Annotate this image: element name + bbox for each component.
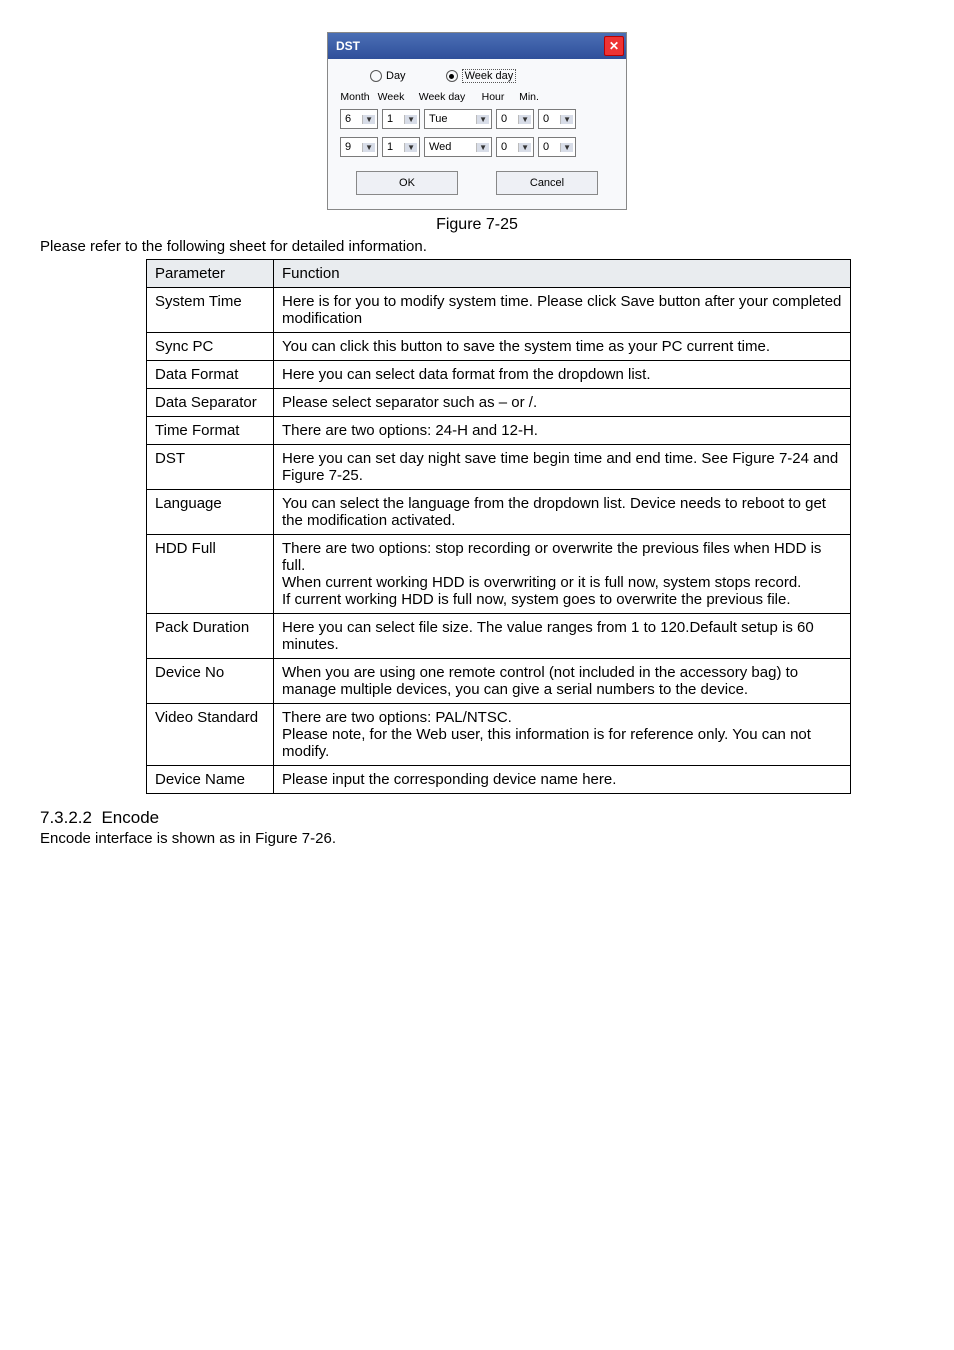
chevron-down-icon: ▼ [476, 115, 489, 124]
close-icon[interactable]: ✕ [604, 36, 624, 56]
th-parameter: Parameter [147, 260, 274, 288]
select-week[interactable]: 1▼ [382, 137, 420, 157]
radio-icon [446, 70, 458, 82]
table-row: Sync PCYou can click this button to save… [147, 333, 851, 361]
hdr-hour: Hour [478, 91, 508, 103]
hdr-min: Min. [514, 91, 544, 103]
cell-parameter: DST [147, 445, 274, 490]
cell-parameter: Device Name [147, 766, 274, 794]
select-value: 0 [501, 113, 507, 125]
select-week[interactable]: 1▼ [382, 109, 420, 129]
table-row: Data FormatHere you can select data form… [147, 361, 851, 389]
dst-row: 6▼1▼Tue▼0▼0▼ [340, 109, 614, 129]
cell-function: Here you can set day night save time beg… [274, 445, 851, 490]
select-value: 0 [543, 141, 549, 153]
table-row: DSTHere you can set day night save time … [147, 445, 851, 490]
select-hour[interactable]: 0▼ [496, 109, 534, 129]
select-month[interactable]: 9▼ [340, 137, 378, 157]
chevron-down-icon: ▼ [518, 143, 531, 152]
select-min[interactable]: 0▼ [538, 109, 576, 129]
select-month[interactable]: 6▼ [340, 109, 378, 129]
lead-text: Please refer to the following sheet for … [40, 238, 914, 255]
radio-weekday[interactable]: Week day [446, 69, 517, 83]
table-row: Time FormatThere are two options: 24-H a… [147, 417, 851, 445]
chevron-down-icon: ▼ [560, 115, 573, 124]
dialog-body: Day Week day Month Week Week day Hour Mi… [328, 59, 626, 209]
chevron-down-icon: ▼ [404, 115, 417, 124]
radio-day[interactable]: Day [370, 69, 406, 83]
select-value: Tue [429, 113, 448, 125]
radio-weekday-label: Week day [462, 69, 517, 83]
cell-function: There are two options: stop recording or… [274, 535, 851, 614]
select-value: 9 [345, 141, 351, 153]
dst-dialog: DST ✕ Day Week day Month Week [327, 32, 627, 210]
radio-icon [370, 70, 382, 82]
radio-day-label: Day [386, 70, 406, 82]
chevron-down-icon: ▼ [404, 143, 417, 152]
select-value: 1 [387, 113, 393, 125]
select-value: 6 [345, 113, 351, 125]
cell-parameter: Data Separator [147, 389, 274, 417]
cell-function: Please input the corresponding device na… [274, 766, 851, 794]
cell-function: Here you can select data format from the… [274, 361, 851, 389]
chevron-down-icon: ▼ [560, 143, 573, 152]
select-weekday[interactable]: Wed ▼ [424, 137, 492, 157]
th-function: Function [274, 260, 851, 288]
dialog-title: DST [336, 39, 360, 53]
select-value: 1 [387, 141, 393, 153]
cell-parameter: Time Format [147, 417, 274, 445]
select-weekday[interactable]: Tue ▼ [424, 109, 492, 129]
figure-caption: Figure 7-25 [40, 216, 914, 234]
select-value: 0 [501, 141, 507, 153]
select-value: 0 [543, 113, 549, 125]
cell-parameter: Video Standard [147, 704, 274, 766]
chevron-down-icon: ▼ [476, 143, 489, 152]
select-hour[interactable]: 0▼ [496, 137, 534, 157]
table-row: Device NamePlease input the correspondin… [147, 766, 851, 794]
chevron-down-icon: ▼ [518, 115, 531, 124]
cell-parameter: Data Format [147, 361, 274, 389]
cell-function: When you are using one remote control (n… [274, 659, 851, 704]
section-title: Encode [101, 808, 159, 827]
table-row: System TimeHere is for you to modify sys… [147, 288, 851, 333]
table-row: HDD FullThere are two options: stop reco… [147, 535, 851, 614]
select-min[interactable]: 0▼ [538, 137, 576, 157]
hdr-week: Week [376, 91, 406, 103]
cell-function: There are two options: PAL/NTSC. Please … [274, 704, 851, 766]
cancel-button[interactable]: Cancel [496, 171, 598, 195]
encode-intro: Encode interface is shown as in Figure 7… [40, 830, 914, 847]
cell-function: You can click this button to save the sy… [274, 333, 851, 361]
hdr-weekday: Week day [412, 91, 472, 103]
cell-parameter: System Time [147, 288, 274, 333]
parameter-table: Parameter Function System TimeHere is fo… [146, 259, 851, 794]
ok-button[interactable]: OK [356, 171, 458, 195]
select-value: Wed [429, 141, 451, 153]
table-row: Data SeparatorPlease select separator su… [147, 389, 851, 417]
dst-column-headers: Month Week Week day Hour Min. [340, 91, 614, 103]
cell-parameter: Language [147, 490, 274, 535]
table-row: Pack DurationHere you can select file si… [147, 614, 851, 659]
chevron-down-icon: ▼ [362, 143, 375, 152]
section-number: 7.3.2.2 [40, 808, 92, 827]
cell-function: Here is for you to modify system time. P… [274, 288, 851, 333]
table-row: Device NoWhen you are using one remote c… [147, 659, 851, 704]
cell-parameter: Pack Duration [147, 614, 274, 659]
table-row: Video StandardThere are two options: PAL… [147, 704, 851, 766]
hdr-month: Month [340, 91, 370, 103]
dialog-titlebar: DST ✕ [328, 33, 626, 59]
cell-parameter: HDD Full [147, 535, 274, 614]
cell-function: There are two options: 24-H and 12-H. [274, 417, 851, 445]
cell-parameter: Device No [147, 659, 274, 704]
cell-function: You can select the language from the dro… [274, 490, 851, 535]
table-row: LanguageYou can select the language from… [147, 490, 851, 535]
cell-function: Please select separator such as – or /. [274, 389, 851, 417]
section-heading: 7.3.2.2 Encode [40, 808, 914, 828]
cell-parameter: Sync PC [147, 333, 274, 361]
chevron-down-icon: ▼ [362, 115, 375, 124]
cell-function: Here you can select file size. The value… [274, 614, 851, 659]
dst-row: 9▼1▼Wed▼0▼0▼ [340, 137, 614, 157]
